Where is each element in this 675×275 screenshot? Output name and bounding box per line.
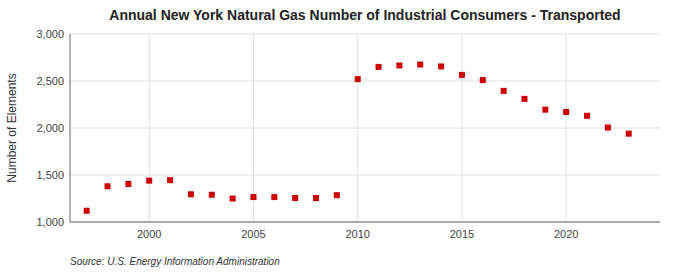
x-tick-label: 2005	[241, 228, 265, 240]
point	[188, 191, 194, 197]
y-grid-line	[70, 175, 660, 176]
x-grid-line	[566, 34, 567, 222]
y-grid-line	[70, 81, 660, 82]
y-grid-line	[70, 34, 660, 35]
point	[146, 178, 152, 184]
point	[605, 125, 611, 131]
x-tick-label: 2015	[450, 228, 474, 240]
y-tick-label: 3,000	[36, 28, 64, 40]
point	[209, 192, 215, 198]
y-tick-label: 1,500	[36, 169, 64, 181]
y-tick-label: 2,000	[36, 122, 64, 134]
point	[417, 62, 423, 68]
x-axis-line	[70, 222, 660, 223]
point	[438, 63, 444, 69]
point	[271, 194, 277, 200]
y-grid-line	[70, 222, 660, 223]
point	[396, 62, 402, 68]
y-grid-line	[70, 128, 660, 129]
point	[355, 76, 361, 82]
point	[292, 195, 298, 201]
grid	[70, 34, 660, 222]
point	[626, 131, 632, 137]
point	[105, 183, 111, 189]
point	[542, 107, 548, 113]
point	[584, 113, 590, 119]
point	[563, 109, 569, 115]
point	[376, 64, 382, 70]
point	[84, 208, 90, 214]
x-tick-label: 2020	[554, 228, 578, 240]
annotation: Source: U.S. Energy Information Administ…	[70, 256, 280, 267]
title: Annual New York Natural Gas Number of In…	[109, 7, 620, 23]
point	[125, 181, 131, 187]
point	[230, 196, 236, 202]
point	[334, 192, 340, 198]
y-axis-line	[70, 34, 71, 222]
points	[84, 62, 632, 214]
x-grid-line	[357, 34, 358, 222]
y-axis-label: Number of Elements	[5, 73, 19, 182]
y-tick-label: 1,000	[36, 216, 64, 228]
x-grid-line	[461, 34, 462, 222]
x-tick-label: 2010	[345, 228, 369, 240]
x-grid-line	[253, 34, 254, 222]
y-tick-label: 2,500	[36, 75, 64, 87]
point	[521, 96, 527, 102]
x-tick-label: 2000	[137, 228, 161, 240]
chart: Annual New York Natural Gas Number of In…	[0, 0, 675, 275]
point	[459, 72, 465, 78]
point	[167, 177, 173, 183]
x-grid-line	[149, 34, 150, 222]
point	[250, 194, 256, 200]
point	[480, 77, 486, 83]
point	[501, 88, 507, 94]
point	[313, 195, 319, 201]
